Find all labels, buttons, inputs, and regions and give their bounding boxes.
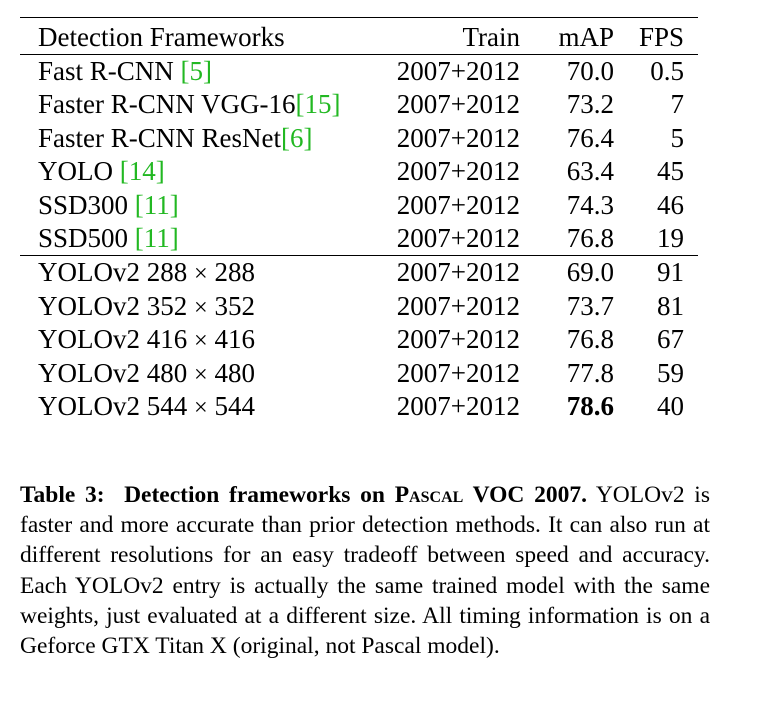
framework-name: YOLOv2 416 × 416 <box>38 324 255 355</box>
citation-link[interactable]: [6] <box>280 122 313 153</box>
caption-body: YOLOv2 is faster and more accurate than … <box>20 482 710 660</box>
train-value: 2007+2012 <box>396 390 520 421</box>
group-divider-rule <box>20 255 698 257</box>
framework-name: YOLOv2 352 × 352 <box>38 290 255 321</box>
framework-name: YOLOv2 480 × 480 <box>38 357 255 388</box>
table-row: SSD300 [11] 2007+2012 74.3 46 <box>20 189 698 222</box>
header-fps: FPS <box>638 22 684 52</box>
results-table: Detection Frameworks Train mAP FPS Fast … <box>20 17 698 423</box>
citation-link[interactable]: [11] <box>134 189 179 220</box>
fps-value: 5 <box>670 122 685 153</box>
citation-link[interactable]: [14] <box>119 156 165 187</box>
framework-name: YOLOv2 544 × 544 <box>38 390 255 421</box>
header-rule <box>20 54 698 55</box>
framework-name: YOLOv2 288 × 288 <box>38 257 255 288</box>
table-row: YOLOv2 544 × 544 2007+2012 78.6 40 <box>20 390 698 423</box>
fps-value: 19 <box>657 222 684 253</box>
train-value: 2007+2012 <box>396 324 520 355</box>
map-value: 70.0 <box>566 56 614 86</box>
header-detection-frameworks: Detection Frameworks <box>38 22 285 52</box>
table-row: YOLOv2 416 × 416 2007+2012 76.8 67 <box>20 323 698 356</box>
header-row: Detection Frameworks Train mAP FPS <box>20 18 698 54</box>
table-row: Faster R-CNN VGG-16[15] 2007+2012 73.2 7 <box>20 88 698 121</box>
table-row: YOLO [14] 2007+2012 63.4 45 <box>20 155 698 188</box>
table-row: Faster R-CNN ResNet[6] 2007+2012 76.4 5 <box>20 122 698 155</box>
train-value: 2007+2012 <box>396 290 520 321</box>
train-value: 2007+2012 <box>396 56 520 86</box>
fps-value: 45 <box>657 156 684 187</box>
fps-value: 67 <box>657 324 684 355</box>
framework-name: SSD500 [11] <box>38 222 179 253</box>
fps-value: 59 <box>657 357 684 388</box>
fps-value: 91 <box>657 257 684 288</box>
framework-name: Fast R-CNN [5] <box>38 56 212 86</box>
fps-value: 46 <box>657 189 684 220</box>
train-value: 2007+2012 <box>396 122 520 153</box>
train-value: 2007+2012 <box>396 156 520 187</box>
table-row: Fast R-CNN [5] 2007+2012 70.0 0.5 <box>20 55 698 88</box>
table-caption: Table 3: Detection frameworks on Pascal … <box>20 480 710 661</box>
map-value: 76.4 <box>566 122 614 153</box>
map-value: 77.8 <box>566 357 614 388</box>
citation-link[interactable]: [5] <box>180 56 212 86</box>
train-value: 2007+2012 <box>396 222 520 253</box>
table-row: YOLOv2 352 × 352 2007+2012 73.7 81 <box>20 290 698 323</box>
table-row: SSD500 [11] 2007+2012 76.8 19 <box>20 222 698 255</box>
map-value: 69.0 <box>566 257 614 288</box>
caption-label: Table 3: <box>20 482 105 508</box>
framework-name: YOLO [14] <box>38 156 165 187</box>
map-value-best: 78.6 <box>566 390 614 421</box>
table-header: Detection Frameworks Train mAP FPS <box>20 18 698 54</box>
train-value: 2007+2012 <box>396 257 520 288</box>
framework-name: Faster R-CNN VGG-16[15] <box>38 89 341 120</box>
prior-methods-group: Fast R-CNN [5] 2007+2012 70.0 0.5 Faster… <box>20 55 698 255</box>
train-value: 2007+2012 <box>396 89 520 120</box>
map-value: 76.8 <box>566 222 614 253</box>
citation-link[interactable]: [15] <box>295 89 341 120</box>
map-value: 73.2 <box>566 89 614 120</box>
map-value: 63.4 <box>566 156 614 187</box>
map-value: 76.8 <box>566 324 614 355</box>
caption-title: Detection frameworks on Pascal VOC 2007. <box>124 482 587 508</box>
fps-value: 0.5 <box>650 56 684 86</box>
table-row: YOLOv2 480 × 480 2007+2012 77.8 59 <box>20 357 698 390</box>
header-train: Train <box>462 22 520 52</box>
fps-value: 40 <box>657 390 684 421</box>
train-value: 2007+2012 <box>396 189 520 220</box>
table-top-rule <box>20 17 698 18</box>
citation-link[interactable]: [11] <box>134 222 179 253</box>
table-row: YOLOv2 288 × 288 2007+2012 69.0 91 <box>20 256 698 289</box>
fps-value: 81 <box>657 290 684 321</box>
train-value: 2007+2012 <box>396 357 520 388</box>
framework-name: SSD300 [11] <box>38 189 179 220</box>
fps-value: 7 <box>670 89 685 120</box>
yolov2-group: YOLOv2 288 × 288 2007+2012 69.0 91 YOLOv… <box>20 256 698 423</box>
map-value: 73.7 <box>566 290 614 321</box>
header-map: mAP <box>558 22 614 52</box>
framework-name: Faster R-CNN ResNet[6] <box>38 122 313 153</box>
map-value: 74.3 <box>566 189 614 220</box>
